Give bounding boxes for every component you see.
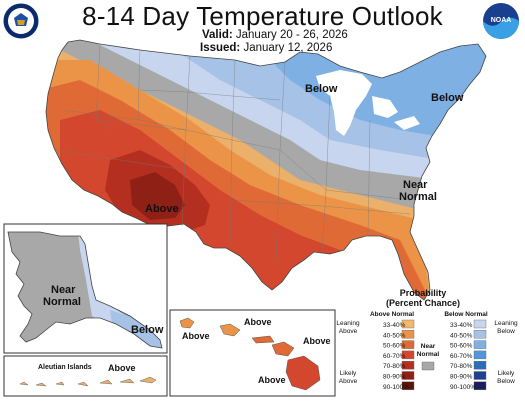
legend-above-swatch: [401, 350, 415, 360]
label-hawaii-above-3: Above: [303, 336, 331, 346]
legend-below-range-label: 40-50%: [450, 332, 473, 339]
noaa-logo: NOAA: [483, 3, 519, 39]
legend-title-line1: Probability: [400, 288, 447, 298]
legend-likely-below-1: Likely: [498, 370, 515, 377]
molokai-island: [251, 335, 275, 344]
label-hawaii-above-4: Above: [258, 375, 286, 385]
legend-below-range-label: 80-90%: [450, 374, 473, 381]
legend-below-swatch: [473, 330, 487, 339]
legend: Probability (Percent Chance) Above Norma…: [336, 288, 518, 391]
label-alaska-normal: Normal: [43, 296, 81, 308]
legend-below-range-label: 90-100%: [450, 384, 476, 391]
noaa-logo-text: NOAA: [491, 17, 512, 24]
label-above-southwest: Above: [145, 203, 179, 215]
legend-below-swatch: [473, 361, 487, 370]
legend-leaning-below-2: Below: [497, 328, 515, 335]
legend-title-line2: (Percent Chance): [386, 298, 460, 308]
alaska-outline: [7, 231, 163, 349]
aleutian-islands-map: [19, 376, 157, 387]
kauai-island: [179, 317, 195, 329]
legend-above-swatch: [401, 319, 415, 329]
legend-above-range-label: 80-90%: [383, 374, 406, 381]
conus-outline: [45, 39, 487, 301]
maui-island: [271, 341, 295, 357]
legend-below-swatch: [473, 350, 487, 360]
legend-likely-below-2: Below: [497, 378, 515, 385]
issued-line: Issued: January 12, 2026: [200, 42, 332, 54]
legend-below-swatch: [473, 381, 487, 390]
label-aleutian-islands: Aleutian Islands: [38, 364, 92, 371]
state-borders: [53, 43, 411, 263]
aleutian-inset-box: [3, 355, 168, 397]
legend-near-swatch: [421, 361, 435, 371]
oahu-island: [219, 323, 241, 337]
alaska-below-panhandle: [110, 310, 162, 348]
legend-above-swatch: [401, 381, 415, 390]
legend-leaning-above-1: Leaning: [336, 320, 360, 327]
legend-below-swatch: [473, 340, 487, 349]
legend-leaning-above-2: Above: [339, 328, 358, 335]
hawaii-map: [179, 317, 321, 391]
label-below-northeast: Below: [431, 92, 464, 104]
valid-value: January 20 - 26, 2026: [235, 29, 348, 41]
legend-above-swatch: [401, 330, 415, 339]
legend-above-range-label: 90-100%: [383, 384, 409, 391]
label-near-normal-east: Near: [403, 179, 428, 191]
label-aleutian-above: Above: [108, 363, 136, 373]
label-alaska-near: Near: [51, 284, 76, 296]
legend-below-swatch: [473, 319, 487, 329]
legend-above-range-label: 40-50%: [383, 332, 406, 339]
doc-seal-logo: [3, 3, 39, 39]
label-alaska-below: Below: [131, 324, 164, 336]
label-near-normal-east-2: Normal: [399, 191, 437, 203]
legend-above-swatch: [401, 340, 415, 349]
legend-likely-above-1: Likely: [340, 370, 357, 377]
legend-likely-above-2: Above: [339, 378, 358, 385]
label-hawaii-above-1: Above: [182, 331, 210, 341]
valid-line: Valid: January 20 - 26, 2026: [202, 29, 348, 41]
issued-label: Issued:: [200, 42, 241, 54]
legend-below-range-label: 50-60%: [450, 343, 473, 350]
legend-below-swatch: [473, 371, 487, 380]
legend-above-swatch: [401, 361, 415, 370]
label-below-north: Below: [305, 83, 338, 95]
legend-below-range-label: 60-70%: [450, 353, 473, 360]
big-island: [285, 355, 321, 391]
page-title: 8-14 Day Temperature Outlook: [82, 1, 443, 31]
legend-above-swatch: [401, 371, 415, 380]
legend-below-range-label: 33-40%: [450, 322, 473, 329]
great-lakes: [316, 70, 420, 136]
label-hawaii-above-2: Above: [244, 317, 272, 327]
legend-above-range-label: 70-80%: [383, 363, 406, 370]
legend-below-header: Below Normal: [444, 311, 488, 318]
legend-near-header-2: Normal: [417, 351, 440, 358]
legend-near-header-1: Near: [421, 343, 436, 350]
legend-above-header: Above Normal: [370, 311, 414, 318]
valid-label: Valid:: [202, 29, 233, 41]
issued-value: January 12, 2026: [243, 42, 333, 54]
legend-above-range-label: 50-60%: [383, 343, 406, 350]
above-70-80-zone: [130, 172, 185, 220]
legend-leaning-below-1: Leaning: [494, 320, 518, 327]
legend-above-range-label: 33-40%: [383, 322, 406, 329]
legend-above-range-label: 60-70%: [383, 353, 406, 360]
legend-below-range-label: 70-80%: [450, 363, 473, 370]
